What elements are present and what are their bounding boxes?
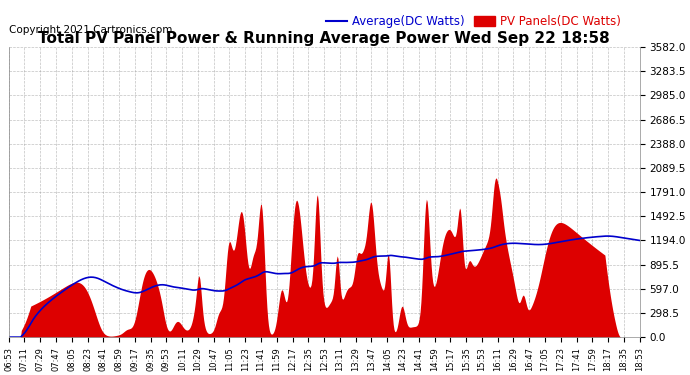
- Text: Copyright 2021 Cartronics.com: Copyright 2021 Cartronics.com: [9, 26, 172, 36]
- Title: Total PV Panel Power & Running Average Power Wed Sep 22 18:58: Total PV Panel Power & Running Average P…: [38, 31, 610, 46]
- Legend: Average(DC Watts), PV Panels(DC Watts): Average(DC Watts), PV Panels(DC Watts): [326, 15, 621, 28]
